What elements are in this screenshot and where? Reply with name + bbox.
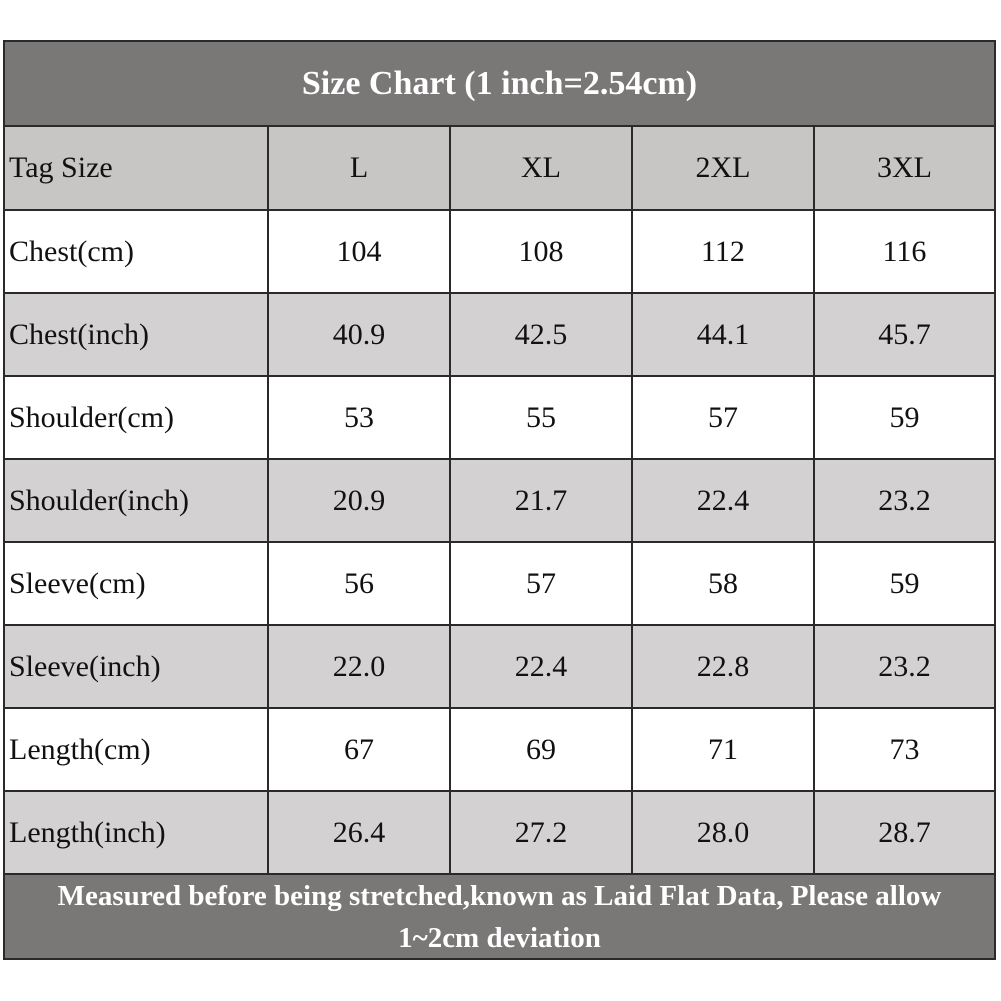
table-cell: 23.2 (813, 458, 994, 543)
row-label: Length(cm) (5, 707, 269, 792)
table-cell: 112 (631, 209, 815, 294)
row-label: Length(inch) (5, 790, 269, 875)
table-row: Sleeve(cm) 56 57 58 59 (5, 541, 994, 626)
table-cell: 67 (267, 707, 451, 792)
table-row: Sleeve(inch) 22.0 22.4 22.8 23.2 (5, 624, 994, 709)
table-cell: 57 (631, 375, 815, 460)
row-label: Sleeve(inch) (5, 624, 269, 709)
table-row: Length(cm) 67 69 71 73 (5, 707, 994, 792)
size-header-l: L (267, 127, 451, 211)
table-cell: 59 (813, 541, 994, 626)
header-row: Tag Size L XL 2XL 3XL (5, 127, 994, 211)
row-label: Chest(inch) (5, 292, 269, 377)
table-cell: 26.4 (267, 790, 451, 875)
table-cell: 53 (267, 375, 451, 460)
table-cell: 69 (449, 707, 633, 792)
table-cell: 57 (449, 541, 633, 626)
table-row: Chest(cm) 104 108 112 116 (5, 209, 994, 294)
table-cell: 73 (813, 707, 994, 792)
table-row: Chest(inch) 40.9 42.5 44.1 45.7 (5, 292, 994, 377)
table-row: Length(inch) 26.4 27.2 28.0 28.7 (5, 790, 994, 875)
row-label: Chest(cm) (5, 209, 269, 294)
table-cell: 116 (813, 209, 994, 294)
table-cell: 23.2 (813, 624, 994, 709)
table-cell: 22.4 (449, 624, 633, 709)
size-chart: Size Chart (1 inch=2.54cm) Tag Size L XL… (3, 40, 996, 960)
table-cell: 44.1 (631, 292, 815, 377)
table-cell: 71 (631, 707, 815, 792)
chart-title: Size Chart (1 inch=2.54cm) (5, 42, 994, 127)
header-label: Tag Size (5, 127, 269, 211)
table-cell: 55 (449, 375, 633, 460)
table-cell: 27.2 (449, 790, 633, 875)
table-cell: 59 (813, 375, 994, 460)
table-cell: 58 (631, 541, 815, 626)
table-cell: 22.8 (631, 624, 815, 709)
table-cell: 21.7 (449, 458, 633, 543)
table-cell: 20.9 (267, 458, 451, 543)
size-header-xl: XL (449, 127, 633, 211)
size-header-3xl: 3XL (813, 127, 994, 211)
table-row: Shoulder(inch) 20.9 21.7 22.4 23.2 (5, 458, 994, 543)
table-cell: 108 (449, 209, 633, 294)
table-cell: 28.7 (813, 790, 994, 875)
table-cell: 22.0 (267, 624, 451, 709)
size-header-2xl: 2XL (631, 127, 815, 211)
table-cell: 45.7 (813, 292, 994, 377)
table-row: Shoulder(cm) 53 55 57 59 (5, 375, 994, 460)
row-label: Sleeve(cm) (5, 541, 269, 626)
table-cell: 28.0 (631, 790, 815, 875)
table-cell: 56 (267, 541, 451, 626)
table-cell: 22.4 (631, 458, 815, 543)
footer-note: Measured before being stretched,known as… (5, 875, 994, 958)
table-cell: 42.5 (449, 292, 633, 377)
row-label: Shoulder(inch) (5, 458, 269, 543)
row-label: Shoulder(cm) (5, 375, 269, 460)
table-cell: 104 (267, 209, 451, 294)
size-table: Tag Size L XL 2XL 3XL Chest(cm) 104 108 … (5, 127, 994, 875)
table-cell: 40.9 (267, 292, 451, 377)
